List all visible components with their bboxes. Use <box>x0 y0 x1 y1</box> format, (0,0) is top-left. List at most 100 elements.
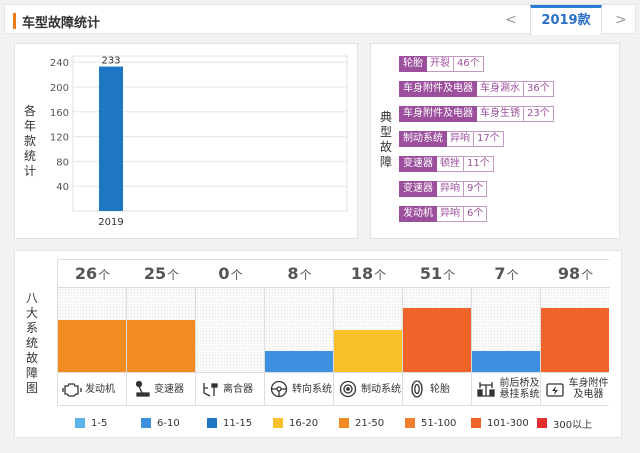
system-bar-area <box>403 288 471 372</box>
fault-tag[interactable]: 制动系统 异响 17个 <box>399 131 504 147</box>
system-label: 轮胎 <box>403 372 471 405</box>
system-label: 前后桥及悬挂系统 <box>472 372 540 405</box>
system-column[interactable]: 26个发动机 <box>58 260 127 405</box>
fault-category: 变速器 <box>399 156 437 172</box>
y-tick-label: 40 <box>56 182 69 193</box>
page-header: 车型故障统计 < 2019款 > <box>4 4 636 35</box>
legend-item: 6-10 <box>141 416 207 430</box>
legend-label: 21-50 <box>355 417 385 429</box>
system-name: 车身附件及电器 <box>568 378 609 400</box>
system-count-value: 98 <box>557 264 581 283</box>
prev-year-button[interactable]: < <box>505 12 517 28</box>
fault-tag[interactable]: 轮胎 开裂 46个 <box>399 56 484 72</box>
system-count: 0个 <box>196 260 265 288</box>
eight-systems-panel: 八大系统故障图 26个 发动机 25个 变速器 0个 离合器 8个 转向系统 18个 制动系统 51… <box>14 250 622 438</box>
system-count-value: 25 <box>143 264 167 283</box>
legend-label: 1-5 <box>91 417 108 429</box>
clutch-pedal-icon <box>203 383 218 397</box>
system-label: 变速器 <box>127 372 195 405</box>
title-accent-bar <box>13 13 16 29</box>
legend-label: 101-300 <box>487 417 529 429</box>
system-count: 98个 <box>541 260 610 288</box>
system-name: 制动系统 <box>361 383 401 395</box>
system-bar <box>334 330 402 372</box>
system-bar <box>127 320 195 372</box>
system-column[interactable]: 51个轮胎 <box>403 260 472 405</box>
system-column[interactable]: 8个转向系统 <box>265 260 334 405</box>
system-bar-area <box>196 288 264 372</box>
tab-year[interactable]: 2019款 <box>530 5 602 35</box>
legend-label: 6-10 <box>157 417 180 429</box>
system-bar <box>58 320 126 372</box>
system-count-value: 26 <box>74 264 98 283</box>
legend-item: 300以上 <box>537 416 603 431</box>
system-name: 发动机 <box>85 383 115 395</box>
system-column[interactable]: 25个变速器 <box>127 260 196 405</box>
systems-grid: 26个 发动机 25个 变速器 0个 离合器 8个 转向系统 18个 制动系统 51个 轮胎 7个 前后桥… <box>57 259 610 406</box>
system-count-unit: 个 <box>443 268 456 282</box>
tire-icon <box>411 380 423 398</box>
next-year-button[interactable]: > <box>615 12 627 28</box>
eight-systems-label: 八大系统故障图 <box>25 291 38 395</box>
legend-swatch <box>471 418 481 428</box>
page-title: 车型故障统计 <box>22 16 101 31</box>
system-count-value: 18 <box>350 264 374 283</box>
legend-label: 300以上 <box>553 419 593 431</box>
fault-tag[interactable]: 变速器 顿挫 11个 <box>399 156 494 172</box>
legend-swatch <box>405 418 415 428</box>
legend-label: 51-100 <box>421 417 457 429</box>
system-count: 8个 <box>265 260 334 288</box>
fault-count: 46个 <box>454 56 484 72</box>
yearly-bar-chart: 40 80 120 160 200 240 233 2019 <box>50 55 348 228</box>
fault-category: 制动系统 <box>399 131 447 147</box>
fault-tag[interactable]: 车身附件及电器 车身涮水 36个 <box>399 81 554 97</box>
typical-faults-panel: 典型故障 轮胎 开裂 46个车身附件及电器 车身涮水 36个 车身附件及电器 车身生锈 23个… <box>370 43 620 239</box>
fault-category: 轮胎 <box>399 56 427 72</box>
system-count-value: 0 <box>218 264 230 283</box>
system-count: 51个 <box>403 260 472 288</box>
system-column[interactable]: 0个离合器 <box>196 260 265 405</box>
x-tick-label: 2019 <box>98 217 123 228</box>
system-column[interactable]: 7个 前后桥及悬挂系统 <box>472 260 541 405</box>
system-count-value: 7 <box>494 264 506 283</box>
gearshift-icon <box>135 380 150 397</box>
legend-item: 11-15 <box>207 416 273 430</box>
system-bar-area <box>541 288 609 372</box>
system-label: 转向系统 <box>265 372 333 405</box>
legend-swatch <box>339 418 349 428</box>
legend-label: 16-20 <box>289 417 319 429</box>
bar-value-label: 233 <box>101 56 120 67</box>
system-label: 离合器 <box>196 372 264 405</box>
bar-2019[interactable] <box>99 66 123 211</box>
system-name: 变速器 <box>154 383 184 395</box>
system-count: 26个 <box>58 260 127 288</box>
system-bar <box>472 351 540 372</box>
axle-suspension-icon <box>477 382 495 397</box>
fault-count: 36个 <box>524 81 554 97</box>
fault-type: 开裂 <box>427 56 454 72</box>
system-name: 转向系统 <box>292 383 332 395</box>
fault-tag[interactable]: 变速器 异响 9个 <box>399 181 488 197</box>
color-legend: 1-5 6-10 11-15 16-20 21-50 51-100 101-300 300以上 <box>75 416 603 431</box>
legend-item: 21-50 <box>339 416 405 430</box>
system-count: 18个 <box>334 260 403 288</box>
system-count-value: 8 <box>287 264 299 283</box>
fault-type: 异响 <box>447 131 474 147</box>
system-label: 制动系统 <box>334 372 402 405</box>
fault-count: 9个 <box>464 181 488 197</box>
typical-faults-label: 典型故障 <box>379 110 392 169</box>
system-name: 离合器 <box>223 383 253 395</box>
legend-item: 1-5 <box>75 416 141 430</box>
system-count-unit: 个 <box>167 268 180 282</box>
legend-label: 11-15 <box>223 417 253 429</box>
system-column[interactable]: 18个制动系统 <box>334 260 403 405</box>
yearly-stats-panel: 各年款统计 40 80 120 160 200 240 233 2019 <box>14 43 358 239</box>
fault-type: 异响 <box>437 181 464 197</box>
brake-disc-icon <box>339 380 357 398</box>
legend-swatch <box>75 418 85 428</box>
system-count-unit: 个 <box>299 268 312 282</box>
legend-swatch <box>273 418 283 428</box>
fault-tag[interactable]: 发动机 异响 6个 <box>399 206 488 222</box>
system-column[interactable]: 98个车身附件及电器 <box>541 260 610 405</box>
fault-tag[interactable]: 车身附件及电器 车身生锈 23个 <box>399 106 554 122</box>
